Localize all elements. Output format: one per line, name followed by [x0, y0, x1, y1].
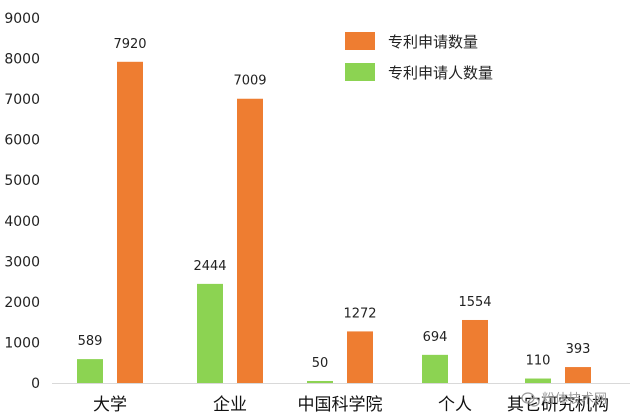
y-tick-label: 3000: [4, 254, 40, 270]
data-label: 2444: [193, 259, 226, 274]
wechat-icon: [521, 392, 540, 407]
bar-applicants: [422, 354, 448, 383]
data-label: 50: [312, 356, 329, 371]
legend-swatch: [345, 32, 375, 50]
data-label: 694: [423, 330, 448, 345]
watermark: 粉体技术网: [521, 392, 607, 407]
x-category-label: 大学: [93, 395, 127, 415]
y-tick-label: 8000: [4, 52, 40, 68]
data-label: 393: [566, 342, 591, 357]
y-tick-label: 9000: [4, 11, 40, 27]
bar-applicants: [197, 283, 223, 383]
bar-applications: [565, 367, 591, 383]
legend-label: 专利申请人数量: [388, 64, 493, 82]
data-label: 1554: [458, 295, 491, 310]
bar-applications: [237, 98, 263, 384]
y-tick-label: 7000: [4, 92, 40, 108]
data-label: 589: [78, 334, 103, 349]
y-tick-label: 2000: [4, 295, 40, 311]
bar-applications: [347, 331, 373, 383]
legend-label: 专利申请数量: [388, 33, 478, 51]
y-axis: 0 1000 2000 3000 4000 5000 6000 7000 8000 9000: [4, 11, 40, 392]
bar-applications: [462, 319, 488, 383]
y-tick-label: 6000: [4, 133, 40, 149]
bar-applicants: [307, 380, 333, 383]
x-category-label: 企业: [213, 395, 247, 415]
data-label: 7009: [233, 74, 266, 89]
data-label: 7920: [113, 37, 146, 52]
data-label: 1272: [343, 306, 376, 321]
bar-applications: [117, 61, 143, 384]
y-tick-label: 0: [31, 376, 40, 392]
bars: [77, 61, 591, 384]
y-tick-label: 1000: [4, 335, 40, 351]
data-label: 110: [526, 354, 551, 369]
watermark-text: 粉体技术网: [542, 392, 607, 407]
x-category-label: 其它研究机构: [507, 395, 609, 415]
x-category-label: 个人: [438, 395, 472, 415]
bar-applicants: [525, 378, 551, 383]
y-tick-label: 4000: [4, 214, 40, 230]
bar-applicants: [77, 359, 103, 383]
x-axis: 大学 企业 中国科学院 个人 其它研究机构: [52, 383, 630, 415]
data-labels: 589 7920 2444 7009 50 1272 694 1554 110 393: [78, 37, 591, 371]
x-category-label: 中国科学院: [298, 395, 383, 415]
legend-swatch: [345, 63, 375, 81]
y-tick-label: 5000: [4, 173, 40, 189]
